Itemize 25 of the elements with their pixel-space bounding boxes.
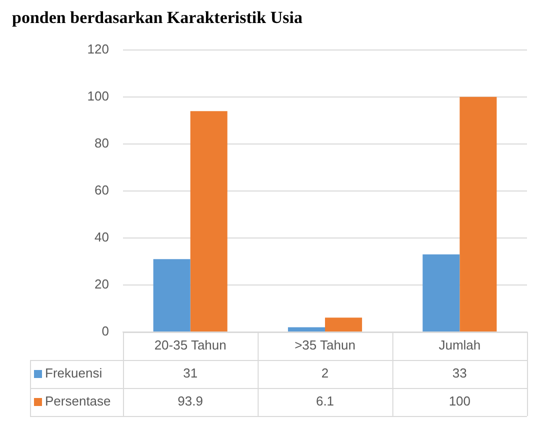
bar — [153, 259, 190, 332]
y-tick-label: 0 — [102, 324, 109, 339]
y-tick-label: 60 — [94, 182, 109, 198]
y-tick-label: 40 — [94, 230, 109, 245]
data-label: 33 — [452, 366, 467, 381]
data-label: 93.9 — [178, 394, 203, 409]
bar — [460, 96, 497, 332]
y-tick-label: 80 — [94, 135, 109, 150]
bar — [325, 318, 362, 332]
x-tick-label: Jumlah — [438, 338, 481, 353]
y-tick-label: 20 — [94, 276, 109, 292]
y-tick-label: 100 — [87, 88, 109, 104]
legend-label: Frekuensi — [45, 366, 102, 381]
bar — [190, 111, 228, 332]
x-tick-label: 20-35 Tahun — [154, 338, 226, 353]
data-label: 31 — [183, 366, 198, 381]
y-tick-label: 120 — [87, 41, 109, 56]
x-tick-label: >35 Tahun — [294, 338, 356, 353]
legend-label: Persentase — [45, 394, 111, 409]
bar — [422, 254, 460, 332]
data-label: 2 — [321, 366, 329, 381]
data-label: 100 — [448, 394, 471, 409]
bar — [288, 327, 325, 332]
data-label: 6.1 — [316, 394, 334, 409]
chart-title: ponden berdasarkan Karakteristik Usia — [11, 8, 304, 28]
